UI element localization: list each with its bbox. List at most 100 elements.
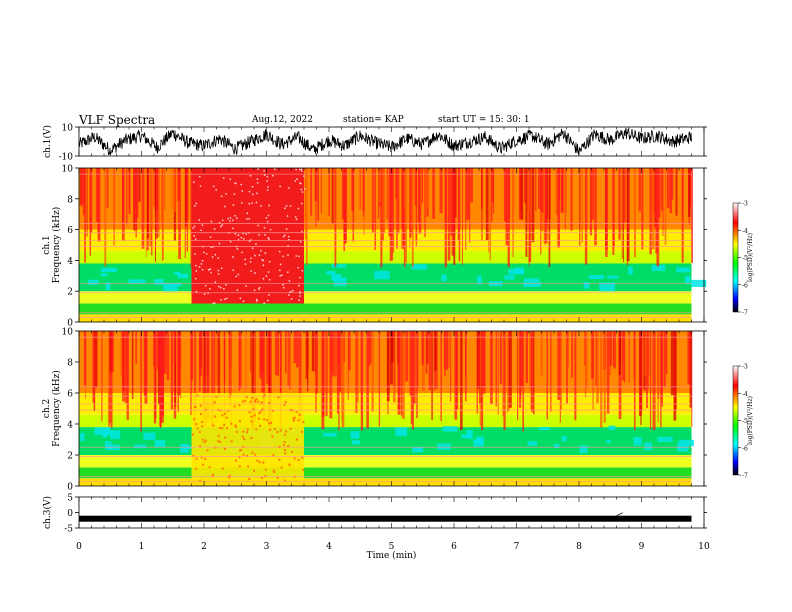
spectrum-speckle — [232, 204, 235, 206]
spectrum-streak — [591, 331, 594, 379]
spectrum-speckle — [254, 272, 256, 274]
y-tick-label: 6 — [67, 390, 73, 400]
spectrum-speckle — [301, 430, 304, 433]
spectrum-speckle — [217, 269, 220, 272]
spectrum-streak — [657, 331, 659, 423]
spectrum-speckle — [263, 174, 266, 176]
spectrum-streak — [656, 168, 660, 267]
spectrum-speckle — [268, 294, 270, 296]
spectrum-speckle — [195, 202, 198, 205]
ch2-spectrogram-cells — [79, 331, 695, 486]
spectrum-speckle — [293, 457, 296, 460]
spectrum-streak — [338, 331, 340, 431]
spectrum-streak — [228, 331, 232, 407]
spectrum-patch — [466, 430, 473, 439]
y-tick-label: 8 — [67, 359, 73, 369]
spectrum-streak — [170, 331, 174, 410]
spectrum-patch — [134, 444, 147, 449]
spectrum-streak — [138, 168, 141, 202]
spectrum-speckle — [258, 286, 261, 289]
spectrum-speckle — [254, 400, 257, 403]
spectrum-streak — [153, 331, 157, 424]
spectrum-speckle — [248, 203, 251, 205]
spectrum-speckle — [232, 219, 234, 222]
spectrum-speckle — [203, 441, 206, 444]
spectrum-speckle — [241, 251, 243, 254]
spectrum-streak — [595, 331, 598, 386]
spectrum-speckle — [240, 236, 243, 239]
spectrum-speckle — [279, 429, 282, 432]
spectrum-streak — [671, 168, 674, 200]
spectrum-speckle — [279, 274, 281, 277]
spectrum-speckle — [193, 405, 196, 408]
spectrum-speckle — [223, 412, 226, 415]
spectrum-streak — [190, 331, 193, 416]
spectrum-streak — [92, 331, 96, 403]
spectrum-streak — [298, 331, 302, 423]
spectrum-speckle — [227, 409, 230, 412]
spectrum-streak — [640, 331, 642, 426]
spectrum-speckle — [202, 463, 205, 466]
spectrum-streak — [84, 168, 86, 263]
colorbar-tick-label: -4 — [742, 391, 748, 398]
spectrum-speckle — [196, 427, 199, 430]
spectrum-speckle — [194, 253, 196, 255]
spectrum-streak — [533, 331, 535, 415]
spectrum-streak — [666, 168, 670, 209]
spectrum-patch — [323, 432, 337, 437]
spectrum-streak — [279, 331, 281, 432]
spectrum-patch — [350, 431, 360, 439]
spectrum-streak — [425, 168, 429, 207]
spectrum-speckle — [233, 405, 236, 408]
spectrum-speckle — [240, 449, 243, 452]
spectrum-streak — [661, 168, 663, 211]
spectrum-streak — [481, 168, 483, 241]
spectrum-speckle — [276, 431, 279, 434]
ch1-waveform-trace — [78, 127, 692, 156]
spectrum-speckle — [288, 187, 290, 189]
spectrum-streak — [113, 168, 115, 246]
spectrum-speckle — [250, 270, 252, 272]
spectrum-speckle — [238, 456, 241, 459]
spectrum-streak — [447, 331, 451, 368]
spectrum-speckle — [212, 185, 215, 188]
spectrum-streak — [658, 168, 661, 218]
spectrum-speckle — [300, 170, 303, 172]
spectrum-streak — [341, 168, 345, 220]
spectrum-streak — [253, 331, 256, 419]
spectrum-streak — [330, 331, 333, 372]
spectrum-streak — [567, 331, 569, 367]
spectrum-speckle — [193, 205, 196, 207]
spectrum-streak — [368, 331, 371, 367]
spectrum-speckle — [201, 260, 204, 262]
spectrum-speckle — [291, 450, 294, 453]
spectrum-streak — [206, 331, 209, 422]
y-tick-label: 4 — [67, 421, 73, 431]
spectrum-speckle — [210, 271, 212, 274]
y-axis-label: ch.1(V) — [42, 125, 53, 158]
spectrum-speckle — [301, 230, 303, 233]
spectrum-speckle — [282, 235, 285, 238]
x-tick-label: 5 — [389, 542, 395, 552]
spectrum-streak — [499, 331, 502, 384]
spectrum-speckle — [257, 400, 260, 403]
spectrum-speckle — [220, 225, 222, 228]
spectrum-speckle — [253, 414, 256, 417]
spectrum-streak — [432, 168, 435, 219]
spectrum-speckle — [250, 239, 252, 241]
spectrum-speckle — [248, 478, 251, 481]
spectrum-streak — [648, 331, 650, 375]
spectrum-speckle — [243, 238, 245, 240]
spectrum-streak — [289, 331, 291, 390]
spectrum-speckle — [241, 190, 244, 192]
spectrum-streak — [359, 168, 361, 210]
spectrum-speckle — [217, 257, 219, 259]
spectrum-speckle — [284, 234, 286, 237]
spectrum-streak — [490, 331, 493, 405]
spectrum-streak — [470, 168, 473, 203]
spectrum-streak — [389, 168, 393, 262]
spectrum-speckle — [242, 300, 245, 302]
spectrum-speckle — [199, 479, 202, 482]
spectrum-speckle — [287, 245, 289, 247]
spectrum-speckle — [288, 239, 290, 241]
